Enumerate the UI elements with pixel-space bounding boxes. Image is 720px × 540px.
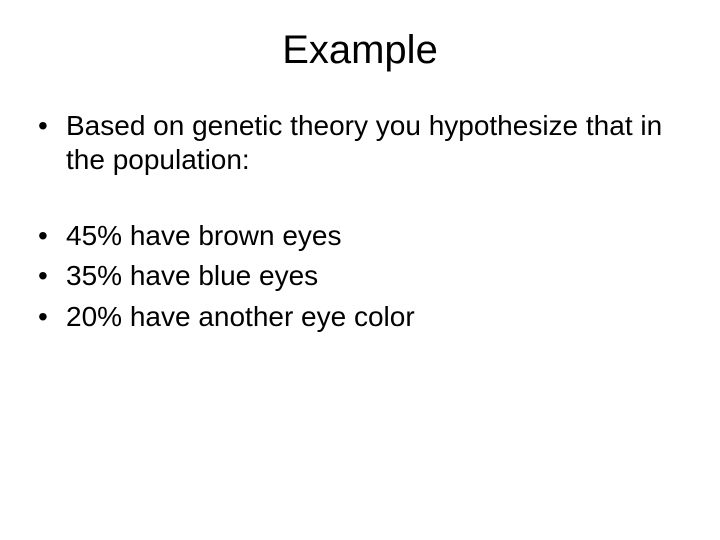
list-item: Based on genetic theory you hypothesize … — [34, 109, 692, 177]
spacer — [28, 183, 692, 219]
list-item: 45% have brown eyes — [34, 219, 692, 253]
list-item: 35% have blue eyes — [34, 259, 692, 293]
slide: Example Based on genetic theory you hypo… — [0, 0, 720, 540]
list-item: 20% have another eye color — [34, 300, 692, 334]
slide-title: Example — [28, 28, 692, 73]
bullet-list-2: 45% have brown eyes 35% have blue eyes 2… — [28, 219, 692, 333]
bullet-list-1: Based on genetic theory you hypothesize … — [28, 109, 692, 177]
